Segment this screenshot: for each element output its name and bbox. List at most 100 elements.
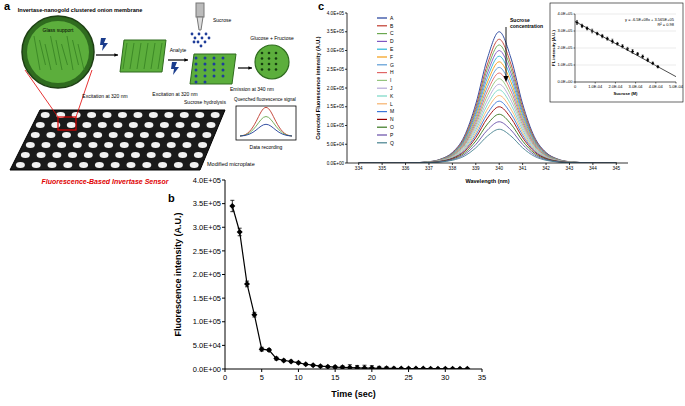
label: Glucose + Fructose (250, 35, 294, 41)
well (21, 152, 30, 158)
sucrose-dot (213, 63, 216, 66)
data-point (398, 366, 404, 369)
well (82, 122, 91, 128)
x-tick-label: 0 (223, 373, 227, 382)
well (190, 162, 199, 168)
sucrose-dot (197, 41, 200, 44)
sucrose-dot (193, 41, 196, 44)
well (84, 152, 93, 158)
sucrose-dot (204, 81, 207, 84)
well (32, 162, 41, 168)
well (142, 162, 151, 168)
product-dot (275, 52, 278, 55)
data-point (229, 203, 235, 209)
cell-wall (123, 43, 127, 69)
cell-wall (130, 43, 134, 69)
error-bar (238, 228, 242, 236)
y-tick (345, 163, 347, 164)
well (98, 122, 107, 128)
label: Sucrose (213, 17, 232, 23)
y-tick (222, 180, 225, 181)
y-tick-label: 2.5E+05 (327, 67, 345, 72)
x-tick-label: 5 (260, 373, 264, 382)
well (104, 142, 113, 148)
x-tick-label: 5.0E-04 (669, 84, 684, 89)
y-tick-label: 3.0E+05 (327, 48, 345, 53)
y-tick (574, 65, 576, 66)
data-point (295, 360, 301, 366)
well (187, 132, 196, 138)
error-bar (586, 27, 588, 30)
panel-label: a (4, 0, 11, 12)
data-point (339, 364, 345, 369)
axes: 01.0E-042.0E-043.0E-044.0E-045.0E-040.0E… (551, 11, 684, 96)
legend-swatch (377, 142, 387, 143)
product-dot (261, 63, 264, 66)
y-tick-label: 1.0E+05 (557, 62, 573, 67)
product-disc (255, 45, 289, 79)
x-tick-label: 1.0E-04 (588, 84, 603, 89)
inset: y = -6.5E+08x + 3.565E+05R² = 0.98 (550, 3, 683, 102)
error-bar (245, 281, 249, 287)
grid-line (575, 82, 676, 83)
x-axis (575, 82, 676, 83)
y-tick (574, 14, 576, 15)
error-bar (363, 365, 367, 369)
y-tick-label: 4.0E+05 (193, 176, 221, 185)
label: Modified microplate (207, 161, 255, 167)
arrow-head (184, 58, 188, 61)
y-tick-label: 0.0E+00 (193, 365, 221, 374)
data-point (237, 229, 243, 235)
well (93, 132, 102, 138)
well (182, 142, 191, 148)
product-dot (268, 57, 271, 60)
data-point (641, 55, 644, 58)
pipette (196, 3, 204, 17)
cell-wall (158, 43, 162, 69)
well (126, 162, 135, 168)
legend-swatch (377, 88, 387, 89)
y-tick (222, 369, 225, 370)
x-tick-label: 342 (542, 166, 550, 171)
x-axis (225, 369, 482, 370)
well (115, 152, 124, 158)
data-line (232, 206, 467, 369)
y-tick-label: 4.0E+05 (557, 11, 573, 16)
membrane (22, 16, 94, 88)
sucrose-dot (195, 69, 198, 72)
well (113, 122, 122, 128)
legend-swatch (377, 72, 387, 73)
legend-swatch (377, 49, 387, 50)
well (129, 122, 138, 128)
sucrose-dot (198, 33, 201, 36)
plot-area (229, 200, 470, 369)
legend-label: F (390, 54, 393, 60)
sucrose-dot (204, 41, 207, 44)
well (131, 152, 140, 158)
cell-wall (62, 44, 68, 65)
y-tick (345, 50, 347, 51)
x-tick-label: 336 (402, 166, 410, 171)
label: Glass support (43, 27, 74, 33)
spectrum-box (236, 106, 296, 140)
spectrum-curve (240, 107, 292, 136)
sucrose-dot (208, 37, 211, 40)
x-tick-label: 339 (472, 166, 480, 171)
legend-label: D (390, 38, 394, 44)
error-bar (611, 39, 613, 43)
sucrose-dot (195, 75, 198, 78)
grid-line (575, 14, 676, 15)
y-tick (345, 88, 347, 89)
excitation-icon (100, 38, 108, 51)
error-bar (642, 55, 644, 58)
data-point (362, 365, 368, 369)
well (171, 132, 180, 138)
data-point (391, 365, 397, 369)
x-tick-label: 35 (478, 373, 486, 382)
data-point (656, 65, 659, 68)
error-bar (581, 24, 583, 27)
y-tick-label: 5.0E+04 (193, 341, 221, 350)
well (175, 122, 184, 128)
well (41, 112, 50, 118)
data-point (616, 42, 619, 45)
